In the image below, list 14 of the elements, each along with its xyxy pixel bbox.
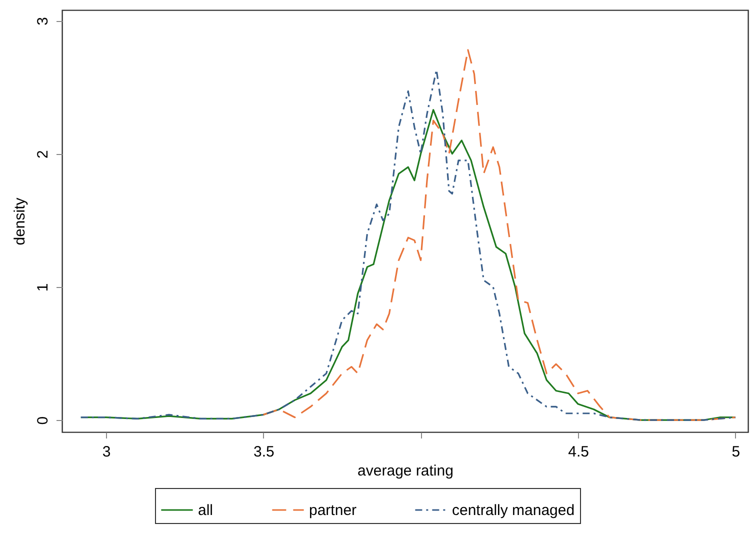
y-tick-label: 3 — [34, 16, 52, 26]
y-axis-title: density — [12, 197, 28, 246]
y-tick-label: 2 — [34, 150, 52, 158]
y-tick-label: 1 — [34, 283, 52, 292]
y-tick-label: 0 — [34, 416, 52, 425]
x-tick-label: 3 — [102, 444, 111, 460]
x-tick-label: 4.5 — [568, 444, 590, 460]
x-axis-title: average rating — [358, 462, 454, 480]
legend-label: partner — [309, 502, 357, 519]
x-tick-label: 5 — [732, 444, 740, 460]
legend-label: all — [198, 502, 214, 519]
x-tick-label: 3.5 — [253, 444, 274, 460]
legend-label: centrally managed — [452, 502, 575, 519]
line-series — [262, 49, 736, 421]
